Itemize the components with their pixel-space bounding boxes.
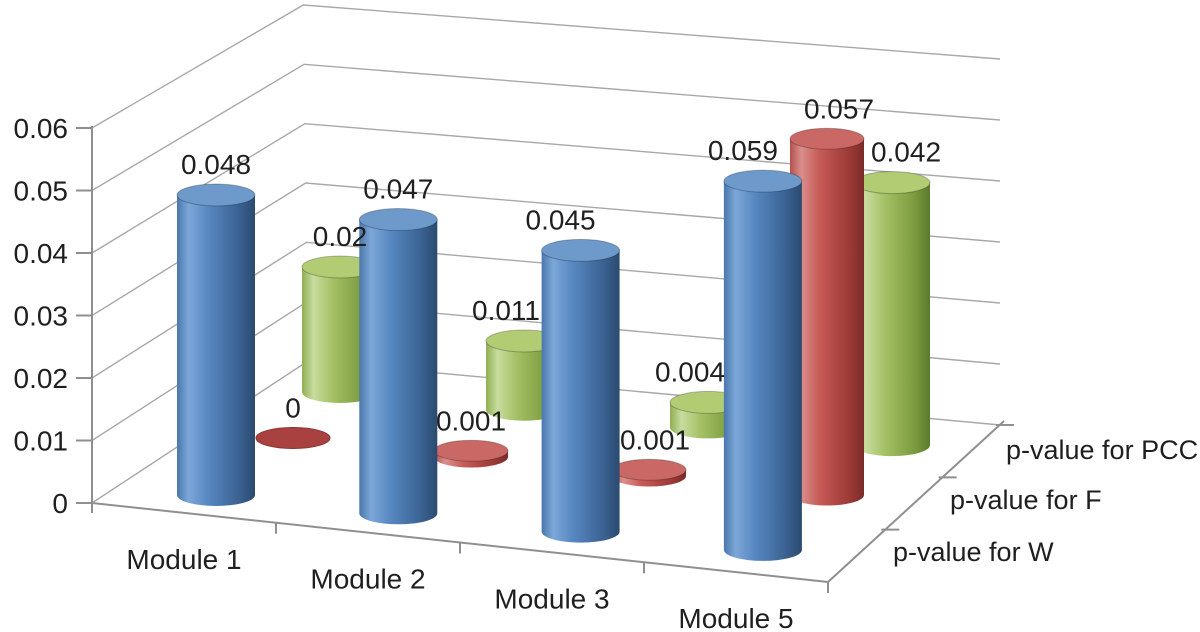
data-labels: 0.048 0.047 0.045 0.059 0 0.001 0.001 0.057 0.02…	[181, 93, 941, 455]
cylinder-s2-m3-top	[853, 171, 931, 195]
data-label: 0.004	[655, 356, 725, 387]
cylinder-s1-m0	[255, 427, 331, 449]
category-axis-label: Module 5	[678, 603, 793, 632]
data-label: 0.048	[181, 149, 251, 180]
cylinder-s1-m3	[790, 138, 864, 506]
bars	[176, 127, 931, 561]
series-axis	[827, 420, 1005, 583]
gridlines	[91, 4, 1001, 504]
cylinder-s0-m1-top	[358, 208, 438, 232]
cylinder-s1-m2-top	[611, 458, 687, 481]
series-axis-label: p-value for W	[893, 537, 1054, 567]
data-label: 0.001	[620, 424, 690, 455]
data-label: 0.011	[472, 295, 540, 326]
cylinder-s0-m0	[177, 195, 255, 506]
value-axis-label: 0.04	[14, 238, 69, 269]
data-label: 0.045	[526, 204, 596, 235]
data-label: 0.001	[436, 405, 506, 436]
value-axis-label: 0.05	[14, 176, 69, 207]
cylinder-s0-m2	[541, 250, 620, 543]
cylinder-s0-m0-top	[176, 183, 256, 207]
value-axis-label: 0	[52, 488, 68, 519]
category-axis-label: Module 3	[494, 583, 609, 614]
category-axis-label: Module 1	[126, 544, 241, 575]
cylinder-s1-m1-top	[433, 439, 509, 462]
value-axis-label: 0.02	[14, 363, 69, 394]
cylinder-s1-m3-top	[789, 127, 865, 150]
axes	[76, 126, 1014, 593]
value-gridline	[91, 63, 1001, 192]
series-axis-label: p-value for PCC	[1006, 435, 1198, 465]
value-axis-label: 0.06	[14, 113, 69, 144]
series-axis-label: p-value for F	[950, 485, 1102, 515]
data-label: 0.057	[804, 93, 874, 124]
data-label: 0.02	[313, 221, 368, 252]
value-gridline	[91, 4, 1001, 129]
data-label: 0.059	[708, 135, 778, 166]
cylinder-s0-m3-top	[723, 169, 803, 193]
data-label: 0	[285, 393, 301, 424]
cylinder-s0-m3	[723, 181, 802, 561]
value-axis-label: 0.03	[14, 301, 69, 332]
cylinder-s0-m1	[359, 219, 438, 525]
data-label: 0.047	[363, 174, 433, 205]
cylinder-s2-m0	[302, 267, 378, 403]
value-axis-label: 0.01	[14, 426, 69, 457]
cylinder-s0-m2-top	[541, 238, 621, 262]
value-gridline	[91, 122, 1001, 254]
data-label: 0.042	[871, 137, 941, 168]
category-axis-label: Module 2	[310, 564, 425, 595]
cylinder-s2-m3	[854, 182, 930, 457]
